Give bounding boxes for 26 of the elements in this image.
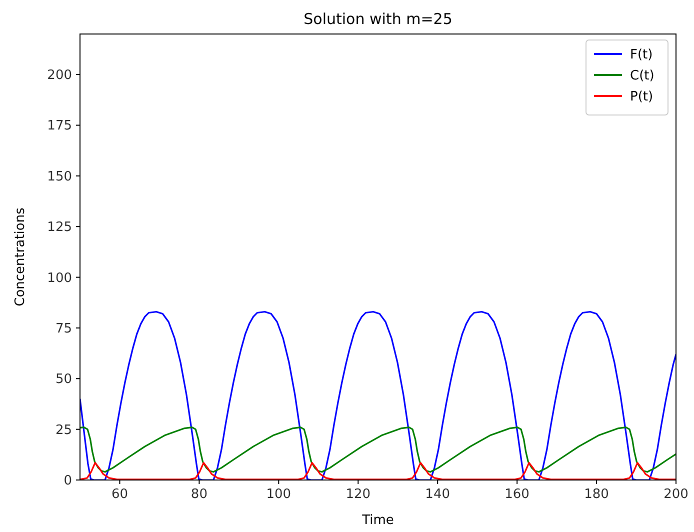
- x-tick-label: 200: [664, 487, 688, 502]
- x-tick-label: 180: [584, 487, 609, 502]
- y-tick-label: 150: [47, 169, 72, 184]
- legend-label: F(t): [630, 48, 653, 62]
- legend-label: C(t): [630, 68, 654, 84]
- y-tick-label: 125: [47, 220, 72, 236]
- x-tick-label: 160: [504, 487, 530, 502]
- x-tick-label: 80: [190, 487, 208, 502]
- x-axis-title: Time: [361, 513, 394, 528]
- x-tick-label: 100: [266, 487, 292, 502]
- y-axis-title: Concentrations: [13, 207, 28, 306]
- y-tick-label: 100: [47, 270, 72, 286]
- chart-title: Solution with m=25: [304, 10, 452, 28]
- legend-label: P(t): [630, 90, 654, 104]
- line-series: [80, 426, 676, 473]
- y-tick-label: 200: [47, 68, 72, 84]
- y-tick-label: 175: [47, 118, 72, 134]
- y-tick-label: 50: [55, 372, 72, 388]
- x-tick-label: 120: [346, 487, 371, 502]
- x-tick-label: 140: [425, 487, 450, 502]
- y-tick-label: 25: [55, 422, 72, 438]
- line-series: [80, 310, 676, 480]
- line-series: [80, 462, 676, 480]
- y-tick-label: 0: [64, 474, 72, 488]
- x-tick-label: 60: [111, 487, 128, 502]
- y-tick-label: 75: [55, 321, 72, 336]
